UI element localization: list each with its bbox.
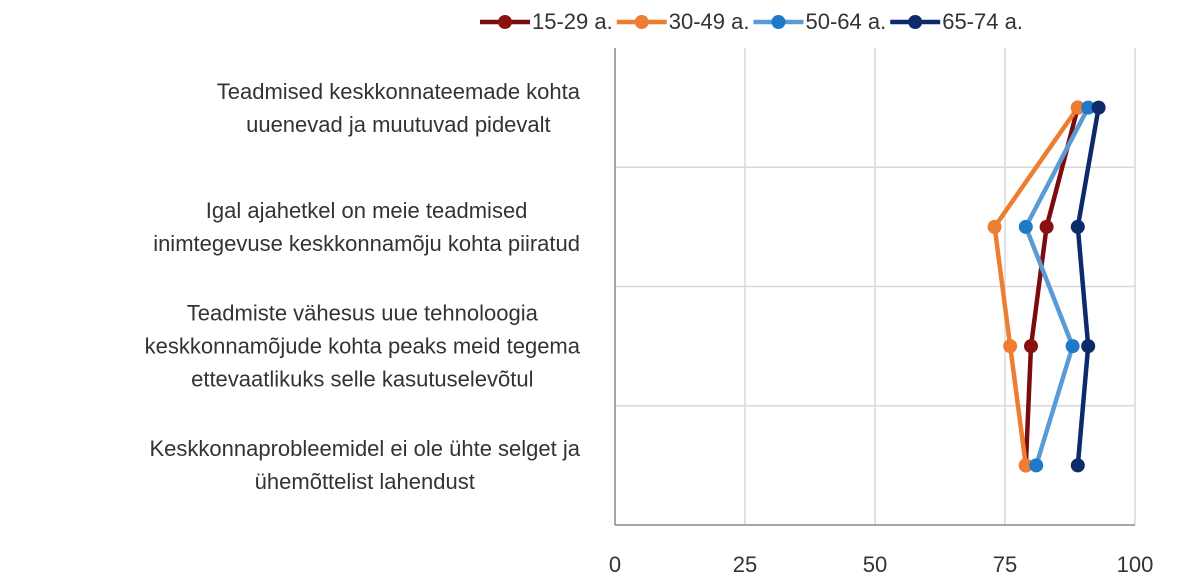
- x-tick-label: 50: [863, 552, 887, 577]
- legend-marker: [634, 15, 649, 29]
- marker: [1070, 219, 1085, 234]
- marker: [1070, 458, 1085, 473]
- marker: [1024, 339, 1038, 354]
- x-tick-label: 25: [733, 552, 757, 577]
- legend-label: 65-74 a.: [942, 9, 1023, 34]
- marker: [1029, 458, 1044, 473]
- marker: [1018, 219, 1033, 234]
- legend-item: 15-29 a.: [480, 9, 613, 34]
- series-line: [1075, 107, 1101, 466]
- marker: [1081, 100, 1096, 115]
- category-label: Teadmised keskkonnateemade kohta uueneva…: [216, 78, 580, 137]
- legend-label: 30-49 a.: [669, 9, 750, 34]
- legend-item: 50-64 a.: [753, 9, 886, 34]
- legend-item: 30-49 a.: [616, 9, 750, 34]
- category-label: Keskkonnaprobleemidel ei ole ühte selget…: [149, 436, 580, 495]
- x-tick-label: 75: [993, 552, 1017, 577]
- marker: [1091, 100, 1106, 115]
- marker: [987, 219, 1002, 234]
- marker: [1081, 339, 1096, 354]
- category-label: Igal ajahetkel on meie teadmised inimteg…: [153, 197, 580, 256]
- legend-label: 15-29 a.: [532, 9, 613, 34]
- marker: [1065, 339, 1080, 354]
- legend-marker: [498, 15, 512, 29]
- series-line: [1023, 107, 1080, 466]
- legend-item: 65-74 a.: [890, 9, 1023, 34]
- marker: [1039, 219, 1054, 234]
- legend-marker: [908, 15, 923, 29]
- marker: [1070, 100, 1085, 115]
- marker: [1003, 339, 1018, 354]
- x-tick-label: 100: [1117, 552, 1154, 577]
- legend-marker: [771, 15, 786, 29]
- series-line: [1023, 106, 1091, 467]
- marker: [1018, 458, 1033, 473]
- legend-label: 50-64 a.: [805, 9, 886, 34]
- x-tick-label: 0: [609, 552, 621, 577]
- category-label: Teadmiste vähesus uue tehnoloogia keskko…: [144, 300, 580, 392]
- series-line: [992, 106, 1080, 466]
